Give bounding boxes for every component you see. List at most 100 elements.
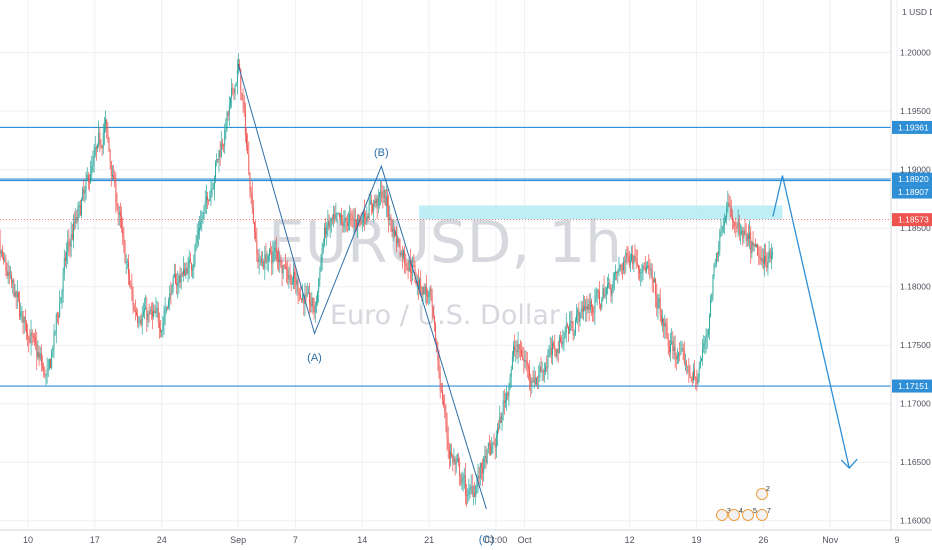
- candle: [506, 386, 508, 411]
- candle-body: [251, 192, 253, 209]
- candle-body: [46, 369, 48, 375]
- candle: [761, 248, 763, 268]
- watermark-description: Euro / U.S. Dollar: [330, 300, 561, 331]
- candle-body: [162, 322, 164, 331]
- candle-body: [480, 462, 482, 469]
- candle-body: [409, 260, 411, 273]
- candle: [166, 305, 168, 311]
- candle-body: [172, 277, 174, 287]
- candle: [264, 245, 266, 281]
- candle-body: [715, 253, 717, 264]
- candle-body: [312, 297, 314, 309]
- candle: [76, 209, 78, 224]
- candle-body: [230, 97, 231, 105]
- candle-body: [709, 316, 710, 330]
- time-tick-label: Oct: [518, 535, 533, 545]
- candle: [235, 81, 237, 87]
- candle: [52, 345, 54, 357]
- price-tag-label: 1.19361: [898, 122, 929, 132]
- candle: [531, 377, 533, 394]
- candle: [366, 206, 368, 226]
- candle-body: [684, 363, 686, 365]
- candle: [325, 218, 327, 239]
- candle: [377, 188, 379, 214]
- candle: [604, 286, 606, 299]
- candle: [144, 297, 145, 320]
- candle-body: [85, 179, 87, 191]
- candle: [409, 249, 411, 283]
- candle: [666, 317, 668, 340]
- candle-body: [333, 213, 335, 220]
- candle: [705, 328, 707, 354]
- candle: [282, 264, 284, 279]
- candle: [596, 288, 598, 306]
- candle-body: [45, 374, 47, 376]
- candle-body: [233, 88, 235, 94]
- candle-body: [523, 359, 525, 362]
- candle-body: [577, 310, 579, 316]
- candle-body: [83, 188, 85, 194]
- currency-label[interactable]: 1 USD D: [902, 7, 932, 17]
- candle: [654, 271, 655, 283]
- candle-body: [276, 251, 278, 259]
- candle: [27, 323, 29, 347]
- price-tag: 1.18907: [892, 185, 932, 199]
- candle: [492, 441, 494, 454]
- candle: [730, 199, 732, 220]
- candle: [514, 334, 516, 357]
- candle-body: [712, 275, 714, 295]
- candle: [676, 347, 678, 365]
- candle: [554, 334, 556, 357]
- candle: [18, 291, 19, 303]
- candle-body: [452, 455, 454, 462]
- candle: [95, 145, 97, 161]
- time-axis[interactable]: 10 17 24 Sep 7 14 21 03:00 Oct 12 19 26 Nov 9: [23, 535, 900, 545]
- candle: [175, 264, 176, 285]
- candle: [77, 201, 79, 230]
- candle: [365, 210, 367, 225]
- candle-body: [128, 261, 129, 276]
- candle: [459, 457, 461, 486]
- candle: [722, 217, 724, 234]
- candle-body: [171, 286, 173, 295]
- candle-body: [366, 216, 368, 220]
- candle: [45, 373, 47, 386]
- candle: [628, 250, 630, 269]
- candle: [8, 265, 10, 285]
- candle-body: [489, 443, 490, 446]
- candle-body: [423, 286, 425, 295]
- candle: [690, 376, 692, 383]
- candle-body: [728, 202, 730, 206]
- candle-body: [14, 292, 16, 297]
- candle-body: [621, 270, 623, 271]
- candle: [696, 369, 698, 392]
- candle: [370, 194, 372, 216]
- candle-body: [79, 204, 81, 216]
- candle-body: [60, 297, 62, 304]
- candle: [651, 263, 653, 293]
- events-badge[interactable]: 3 4 5 7 2: [716, 486, 772, 521]
- price-tag: 1.19361: [892, 120, 932, 134]
- candle-body: [585, 306, 587, 310]
- candle: [40, 344, 42, 372]
- candle-body: [624, 261, 626, 263]
- candle-body: [36, 344, 38, 358]
- candle-body: [502, 400, 504, 412]
- candle: [750, 226, 752, 264]
- candle: [63, 249, 65, 281]
- candle: [468, 478, 470, 502]
- candle: [272, 240, 274, 275]
- candle-body: [239, 63, 241, 69]
- price-axis[interactable]: 1.20000 1.19500 1.19000 1.18500 1.18000 1.175…: [900, 48, 931, 526]
- candle: [568, 325, 569, 342]
- candle-body: [184, 269, 186, 276]
- candle: [109, 148, 111, 170]
- candle: [207, 191, 208, 209]
- candle-body: [692, 370, 694, 381]
- candle: [444, 394, 446, 419]
- candle: [395, 229, 396, 237]
- event-flag-icon: [742, 509, 754, 521]
- candle-body: [406, 266, 408, 268]
- candle: [588, 293, 590, 322]
- candle-body: [335, 214, 337, 219]
